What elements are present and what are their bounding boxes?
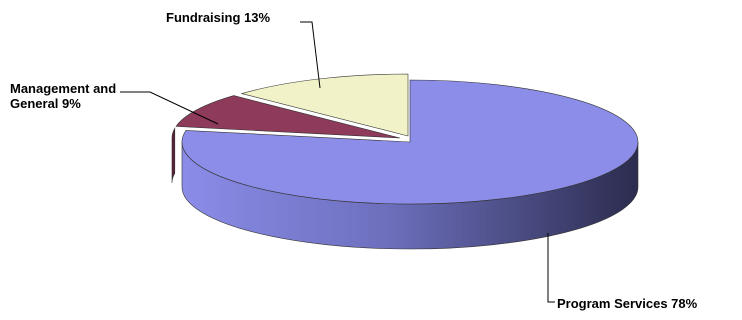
label-fundraising: Fundraising 13% [166, 10, 271, 25]
pie-slice-fundraising [240, 73, 409, 137]
label-management-line-1: Management and [10, 81, 117, 96]
label-management-line-2: General 9% [10, 96, 81, 111]
pie-slice-program-services [181, 79, 639, 205]
label-program-services: Program Services 78% [557, 296, 698, 311]
leader-line-fundraising [300, 21, 321, 89]
leader-line-management [120, 91, 219, 125]
pie-slice-management-and-general [175, 95, 401, 139]
label-management-and-general: Management and General 9% [10, 81, 116, 111]
pie-slice-management-side [171, 127, 176, 184]
leader-line-program-services [547, 233, 555, 303]
